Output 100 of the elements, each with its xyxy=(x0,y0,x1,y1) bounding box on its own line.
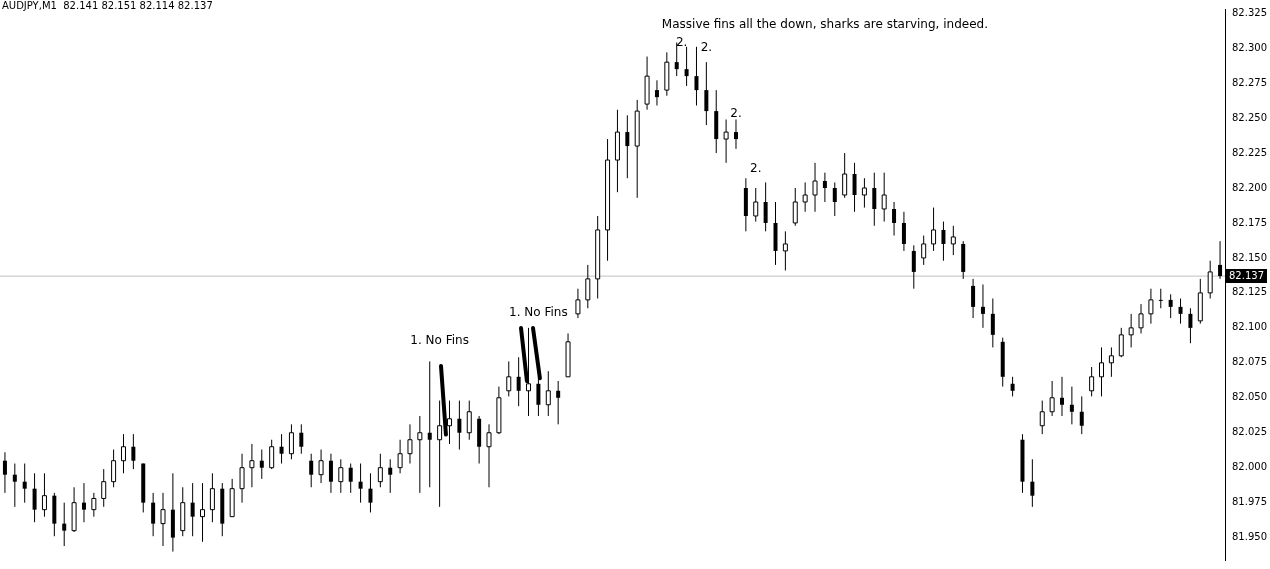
annotation: 2. xyxy=(750,160,762,175)
candlestick xyxy=(872,172,877,227)
candlestick xyxy=(1118,327,1124,358)
candlestick xyxy=(328,453,333,494)
candlestick xyxy=(556,380,561,425)
candlestick xyxy=(1148,288,1154,325)
y-tick-label: 81.975 xyxy=(1232,496,1267,508)
candlestick xyxy=(200,482,206,543)
candlestick xyxy=(457,400,462,451)
candlestick xyxy=(111,449,117,488)
candlestick xyxy=(358,463,363,504)
candlestick xyxy=(1218,240,1223,280)
candlestick xyxy=(447,400,452,445)
y-tick-label: 82.175 xyxy=(1232,216,1267,228)
candlestick xyxy=(950,225,956,256)
candlestick xyxy=(1158,288,1163,309)
candlestick xyxy=(1069,386,1074,425)
candlestick xyxy=(338,458,344,494)
candlestick xyxy=(911,244,916,290)
candlestick xyxy=(575,288,581,319)
candlestick xyxy=(2,451,7,494)
candlestick xyxy=(802,181,808,213)
y-tick-label: 82.325 xyxy=(1232,6,1267,18)
candlestick xyxy=(1049,380,1055,417)
y-tick-label: 82.275 xyxy=(1232,76,1267,88)
candlestick xyxy=(684,46,689,87)
y-tick-label: 82.125 xyxy=(1232,286,1267,298)
candlestick xyxy=(437,400,443,508)
candlestick xyxy=(704,61,709,126)
y-tick-label: 82.150 xyxy=(1232,251,1267,263)
candlestick xyxy=(921,235,927,266)
candlestick xyxy=(526,327,532,417)
candlestick xyxy=(1089,366,1095,397)
candlestick xyxy=(22,463,27,504)
candlestick xyxy=(931,207,937,252)
candlestick xyxy=(881,172,887,223)
candlestick xyxy=(388,458,393,494)
candlestick xyxy=(239,453,245,504)
candlestick xyxy=(980,284,985,329)
annotation: 1. No Fins xyxy=(410,332,469,347)
candlestick xyxy=(151,492,156,537)
candlestick xyxy=(1079,395,1084,435)
y-tick-label: 82.225 xyxy=(1232,146,1267,158)
candlestick xyxy=(486,423,492,488)
candlestick xyxy=(792,187,798,227)
candlestick xyxy=(407,423,413,465)
candlestick xyxy=(733,118,738,150)
annotation: 2. xyxy=(675,34,688,49)
candlestick xyxy=(812,162,818,213)
y-tick-label: 82.000 xyxy=(1232,461,1267,473)
candlestick xyxy=(1108,346,1114,378)
candlestick xyxy=(32,472,37,523)
candlestick xyxy=(852,162,857,213)
candlestick xyxy=(782,230,788,272)
candlestick xyxy=(91,492,97,518)
annotation: 2. xyxy=(700,40,713,55)
candlestick xyxy=(259,449,264,480)
candlestick xyxy=(120,433,126,474)
candlestick xyxy=(299,423,304,455)
candlestick xyxy=(427,360,432,488)
candlestick xyxy=(971,278,976,319)
candlestick xyxy=(516,356,521,407)
y-tick-label: 82.100 xyxy=(1232,321,1267,333)
candlestick xyxy=(941,221,946,262)
candlestick xyxy=(654,79,659,106)
candlestick xyxy=(1039,400,1045,435)
candlestick xyxy=(892,201,897,237)
candlestick xyxy=(131,433,136,470)
candlestick xyxy=(694,46,699,106)
candlestick xyxy=(545,370,551,417)
annotation: 1. No Fins xyxy=(509,304,568,319)
y-tick-label: 82.075 xyxy=(1232,356,1267,368)
candlestick xyxy=(377,453,383,488)
candlestick xyxy=(1207,260,1213,299)
ref-line-label: 82.137 xyxy=(1229,269,1264,281)
candlestick xyxy=(832,181,837,217)
chart-title: AUDJPY,M1 82.141 82.151 82.114 82.137 xyxy=(2,0,213,11)
candlestick xyxy=(41,472,47,518)
annotation: 2. xyxy=(730,106,742,121)
candlestick xyxy=(1128,313,1134,348)
candlestick xyxy=(625,114,630,179)
candlestick xyxy=(12,463,17,508)
candlestick xyxy=(1030,458,1035,508)
candlestick xyxy=(318,449,324,484)
candlestick xyxy=(466,400,472,441)
candlestick xyxy=(62,502,67,547)
candlestick xyxy=(269,439,275,470)
candlestick xyxy=(1178,297,1183,325)
candlestick xyxy=(861,177,867,209)
candlestick xyxy=(1099,346,1105,397)
candlestick xyxy=(763,181,768,232)
candlestick xyxy=(674,42,679,77)
y-tick-label: 82.200 xyxy=(1232,181,1267,193)
candlestick xyxy=(585,264,591,309)
candlestick xyxy=(417,415,423,494)
candlestick xyxy=(190,482,195,537)
candlestick xyxy=(1138,303,1144,334)
candlestick xyxy=(209,472,215,523)
candlestick xyxy=(397,439,403,474)
y-tick-label: 81.950 xyxy=(1232,531,1267,543)
